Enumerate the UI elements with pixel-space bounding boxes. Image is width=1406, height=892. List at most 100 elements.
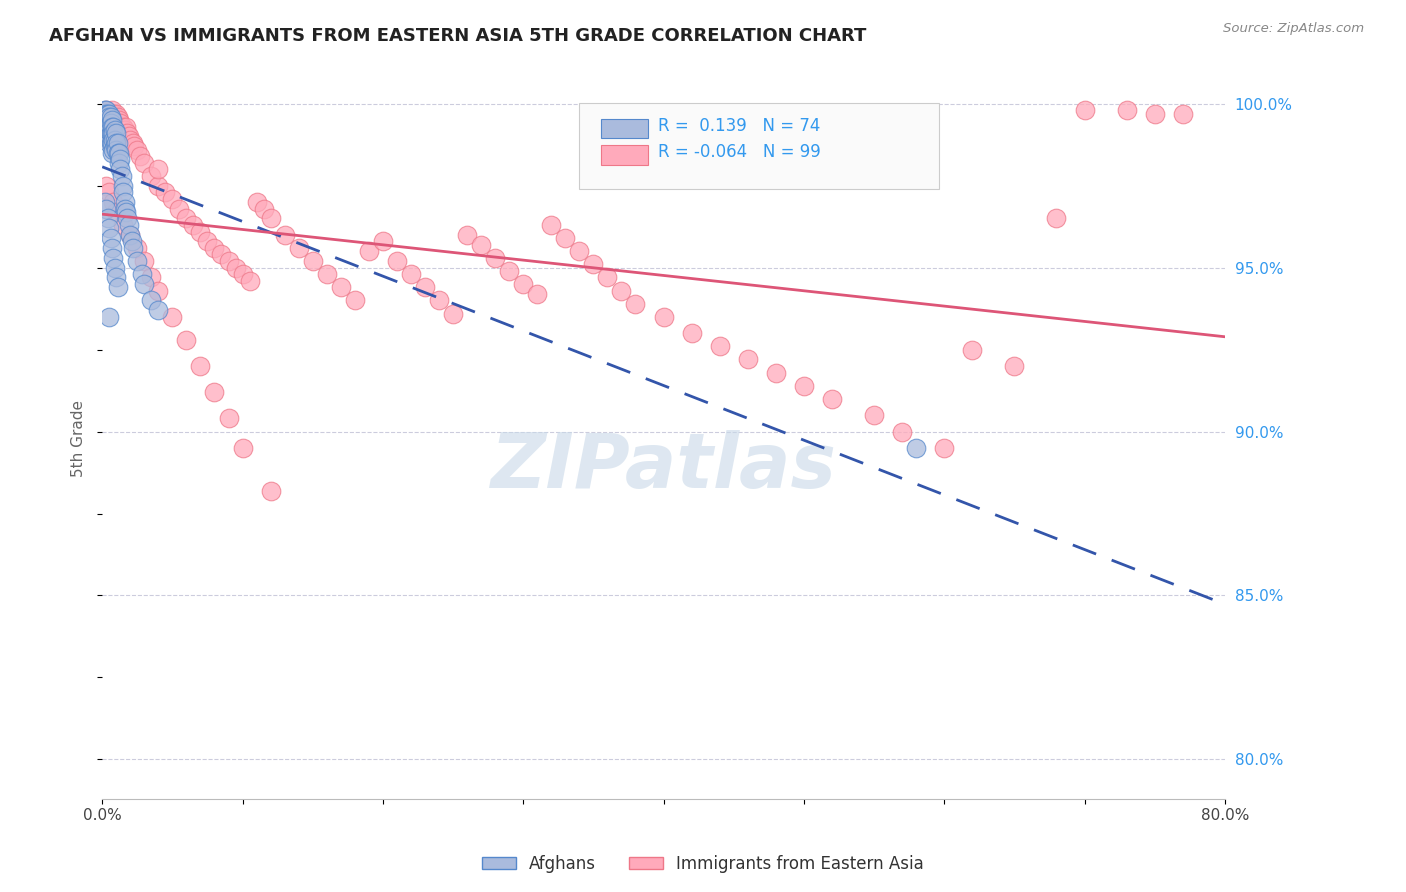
Point <box>114 194 136 209</box>
Point <box>470 237 492 252</box>
Point <box>821 392 844 406</box>
Point <box>96 106 118 120</box>
Point <box>96 103 118 118</box>
Point <box>104 133 127 147</box>
Point <box>127 241 149 255</box>
Text: R = -0.064   N = 99: R = -0.064 N = 99 <box>658 144 821 161</box>
Point <box>97 116 120 130</box>
Point <box>101 145 124 160</box>
Point <box>232 441 254 455</box>
Point <box>96 129 118 144</box>
Point <box>343 293 366 308</box>
Point <box>103 126 125 140</box>
Point <box>190 359 212 373</box>
Point <box>94 110 117 124</box>
Point <box>98 106 121 120</box>
Point <box>190 225 212 239</box>
Point <box>103 251 125 265</box>
Point <box>793 378 815 392</box>
Point <box>105 106 128 120</box>
Point <box>218 254 240 268</box>
Point <box>162 310 184 324</box>
Point <box>122 136 145 150</box>
Point <box>301 254 323 268</box>
Point <box>103 106 125 120</box>
FancyBboxPatch shape <box>600 145 648 165</box>
Point <box>218 411 240 425</box>
Point <box>103 120 125 134</box>
Point <box>94 194 117 209</box>
Point <box>101 126 124 140</box>
Point <box>127 254 149 268</box>
Point <box>112 120 135 134</box>
Point <box>259 483 281 498</box>
Point <box>98 106 121 120</box>
Point <box>115 120 138 134</box>
Point <box>540 218 562 232</box>
FancyBboxPatch shape <box>579 103 939 189</box>
Y-axis label: 5th Grade: 5th Grade <box>72 400 86 476</box>
Point <box>107 136 129 150</box>
Point <box>176 333 198 347</box>
Point <box>121 235 143 249</box>
Point <box>114 202 136 216</box>
Point <box>98 310 121 324</box>
Point <box>204 241 226 255</box>
Point <box>1115 103 1137 118</box>
Point <box>162 192 184 206</box>
Point <box>117 126 139 140</box>
Point <box>709 339 731 353</box>
Point <box>111 169 134 183</box>
Point <box>681 326 703 341</box>
Point <box>110 116 132 130</box>
Point <box>610 284 633 298</box>
Point <box>93 106 115 120</box>
Point <box>100 231 122 245</box>
Point <box>105 205 128 219</box>
Point <box>108 145 131 160</box>
Point <box>413 280 436 294</box>
Point <box>103 133 125 147</box>
Text: AFGHAN VS IMMIGRANTS FROM EASTERN ASIA 5TH GRADE CORRELATION CHART: AFGHAN VS IMMIGRANTS FROM EASTERN ASIA 5… <box>49 27 866 45</box>
Point <box>97 106 120 120</box>
Point <box>315 267 337 281</box>
Point <box>107 145 129 160</box>
Point <box>94 120 117 134</box>
Point <box>96 103 118 118</box>
Point <box>371 235 394 249</box>
Point <box>554 231 576 245</box>
Point <box>225 260 247 275</box>
Point <box>100 126 122 140</box>
Point <box>962 343 984 357</box>
Point <box>526 286 548 301</box>
Point <box>134 155 156 169</box>
Point <box>183 218 205 232</box>
Point <box>273 227 295 242</box>
Point <box>101 136 124 150</box>
Point <box>97 110 120 124</box>
Point <box>98 221 121 235</box>
Point <box>765 366 787 380</box>
Point <box>107 280 129 294</box>
Point <box>96 110 118 124</box>
Point <box>101 103 124 118</box>
Point <box>259 211 281 226</box>
Point <box>1002 359 1025 373</box>
Point <box>134 277 156 291</box>
Point <box>197 235 219 249</box>
Point <box>385 254 408 268</box>
Point <box>112 178 135 193</box>
Point <box>97 211 120 226</box>
Point <box>98 136 121 150</box>
Point <box>238 274 260 288</box>
Point <box>582 257 605 271</box>
Point <box>110 162 132 177</box>
Point <box>108 155 131 169</box>
Point <box>155 185 177 199</box>
Point <box>1171 106 1194 120</box>
Point <box>652 310 675 324</box>
Point <box>863 408 886 422</box>
Point <box>141 169 163 183</box>
Point <box>329 280 352 294</box>
Point <box>96 178 118 193</box>
